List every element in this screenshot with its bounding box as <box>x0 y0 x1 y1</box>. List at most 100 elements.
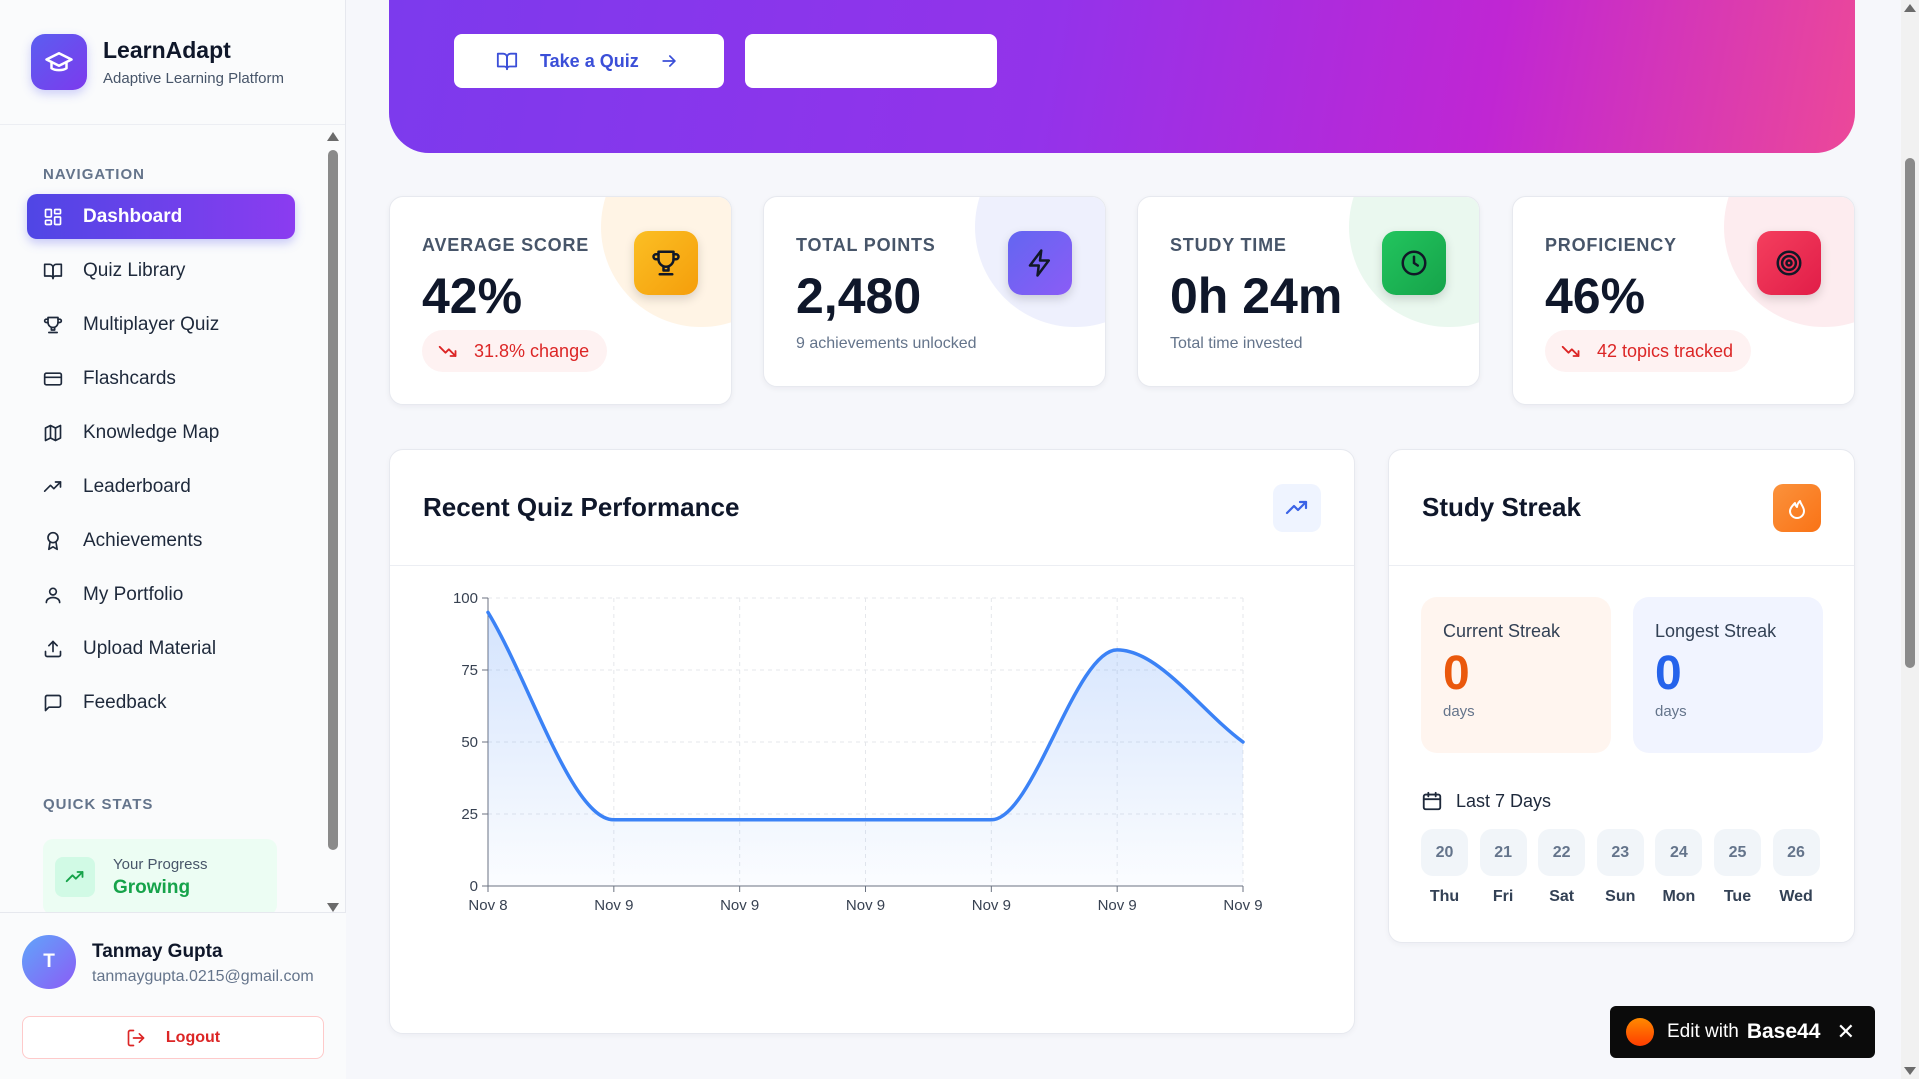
sidebar-item-achievements[interactable]: Achievements <box>27 518 295 563</box>
sidebar-item-multiplayer-quiz[interactable]: Multiplayer Quiz <box>27 302 295 347</box>
trending-up-icon <box>42 476 64 498</box>
y-tick-label: 25 <box>461 806 478 823</box>
day-list: 20 Thu 21 Fri 22 Sat 23 Sun 24 Mon 25 Tue 26 We… <box>1421 829 1831 906</box>
hero-banner: Take a Quiz <box>389 0 1855 153</box>
upload-icon <box>42 638 64 660</box>
user-email: tanmaygupta.0215@gmail.com <box>92 968 314 985</box>
day-item: 20 Thu <box>1421 829 1468 906</box>
nav-section-label: NAVIGATION <box>43 166 145 183</box>
progress-caption: Your Progress <box>113 855 208 873</box>
sidebar-item-label: My Portfolio <box>83 583 184 605</box>
avatar[interactable]: T <box>22 935 76 989</box>
day-name: Fri <box>1492 888 1514 905</box>
day-name: Sun <box>1605 888 1636 905</box>
longest-streak-caption: Longest Streak <box>1655 621 1777 641</box>
study-streak-title: Study Streak <box>1422 492 1581 522</box>
sidebar-item-leaderboard[interactable]: Leaderboard <box>27 464 295 509</box>
sidebar-item-label: Leaderboard <box>83 475 191 497</box>
progress-value: Growing <box>113 876 191 898</box>
sidebar-item-my-portfolio[interactable]: My Portfolio <box>27 572 295 617</box>
edit-with-base44-badge[interactable]: Edit with Base44 ✕ <box>1610 1006 1875 1058</box>
scrollbar-thumb[interactable] <box>1905 158 1915 668</box>
current-streak-value: 0 <box>1443 647 1470 700</box>
day-number: 24 <box>1655 829 1703 876</box>
x-tick-label: Nov 9 <box>594 897 633 914</box>
sidebar-scrollbar[interactable] <box>326 128 340 912</box>
page-scrollbar[interactable] <box>1901 0 1919 1079</box>
sidebar-item-label: Flashcards <box>83 367 176 389</box>
performance-title: Recent Quiz Performance <box>423 492 740 522</box>
sidebar-item-label: Quiz Library <box>83 259 186 281</box>
sidebar-item-label: Feedback <box>83 691 167 713</box>
day-name: Wed <box>1779 888 1813 905</box>
day-number: 26 <box>1772 829 1820 876</box>
stat-card-study-time: STUDY TIME 0h 24m Total time invested <box>1137 196 1480 387</box>
trending-down-icon <box>438 341 458 361</box>
day-number: 25 <box>1713 829 1761 876</box>
map-icon <box>42 422 64 444</box>
day-number: 21 <box>1479 829 1527 876</box>
close-icon[interactable]: ✕ <box>1836 1019 1855 1044</box>
series-area <box>488 612 1243 886</box>
card-icon <box>42 368 64 390</box>
trending-down-icon <box>1561 341 1581 361</box>
scroll-down-icon[interactable] <box>1904 1067 1916 1075</box>
take-quiz-button[interactable]: Take a Quiz <box>454 34 724 88</box>
x-tick-label: Nov 9 <box>972 897 1011 914</box>
performance-chart: 0 25 50 75 100 Nov 8 Nov 9 Nov 9 Nov 9 Nov 9 Nov 9… <box>453 590 1263 914</box>
sidebar-item-upload-material[interactable]: Upload Material <box>27 626 295 671</box>
day-name: Sat <box>1549 888 1575 905</box>
sidebar-item-dashboard[interactable]: Dashboard <box>27 194 295 239</box>
current-streak-unit: days <box>1443 703 1475 720</box>
scroll-up-icon[interactable] <box>1904 4 1916 12</box>
sidebar-item-quiz-library[interactable]: Quiz Library <box>27 248 295 293</box>
sidebar-item-label: Upload Material <box>83 637 217 659</box>
scrollbar-thumb[interactable] <box>328 150 338 850</box>
graduation-cap-icon[interactable] <box>31 34 87 90</box>
user-icon <box>42 584 64 606</box>
scroll-up-icon[interactable] <box>327 132 339 141</box>
grid-icon <box>42 206 64 228</box>
stat-change-badge: 31.8% change <box>422 330 608 372</box>
base44-logo-icon <box>1626 1018 1654 1046</box>
study-streak-card: Study Streak Current Streak 0 days Longe… <box>1388 449 1855 943</box>
base44-brand: Base44 <box>1746 1020 1821 1043</box>
stat-value: 0h 24m <box>1170 268 1343 324</box>
stat-note: Total time invested <box>1170 335 1303 352</box>
day-name: Tue <box>1723 888 1752 905</box>
take-quiz-label: Take a Quiz <box>540 50 639 71</box>
day-name: Mon <box>1662 888 1696 905</box>
series-line <box>486 610 1245 822</box>
brand-title: LearnAdapt <box>103 37 231 63</box>
sidebar-item-label: Dashboard <box>83 205 183 227</box>
x-tick-label: Nov 9 <box>1223 897 1262 914</box>
user-panel: T Tanmay Gupta tanmaygupta.0215@gmail.co… <box>0 912 346 1079</box>
day-name: Thu <box>1429 888 1460 905</box>
y-tick-label: 0 <box>470 878 478 895</box>
sidebar-item-flashcards[interactable]: Flashcards <box>27 356 295 401</box>
stat-title: STUDY TIME <box>1170 235 1287 255</box>
y-tick-label: 75 <box>461 662 478 679</box>
last-7-days-label: Last 7 Days <box>1456 790 1552 811</box>
last-7-days-header: Last 7 Days <box>1421 790 1551 812</box>
scroll-down-icon[interactable] <box>327 903 339 912</box>
calendar-icon <box>1421 790 1443 812</box>
longest-streak-value: 0 <box>1655 647 1682 700</box>
stat-card-total-points: TOTAL POINTS 2,480 9 achievements unlock… <box>763 196 1106 387</box>
day-item: 22 Sat <box>1538 829 1586 906</box>
sidebar-item-knowledge-map[interactable]: Knowledge Map <box>27 410 295 455</box>
stat-card-average-score: AVERAGE SCORE 42% 31.8% change <box>389 196 732 405</box>
logout-button[interactable]: Logout <box>22 1016 324 1059</box>
day-item: 25 Tue <box>1713 829 1761 906</box>
secondary-hero-button[interactable] <box>745 34 997 88</box>
stat-card-proficiency: PROFICIENCY 46% 42 topics tracked <box>1512 196 1855 405</box>
flame-icon[interactable] <box>1773 484 1821 532</box>
trending-up-icon[interactable] <box>1273 484 1321 532</box>
stat-value: 42% <box>422 268 523 324</box>
stat-value: 46% <box>1545 268 1646 324</box>
day-item: 23 Sun <box>1596 829 1644 906</box>
sidebar-item-feedback[interactable]: Feedback <box>27 680 295 725</box>
current-streak-caption: Current Streak <box>1443 621 1561 641</box>
stat-title: PROFICIENCY <box>1545 235 1677 255</box>
day-item: 26 Wed <box>1772 829 1820 906</box>
